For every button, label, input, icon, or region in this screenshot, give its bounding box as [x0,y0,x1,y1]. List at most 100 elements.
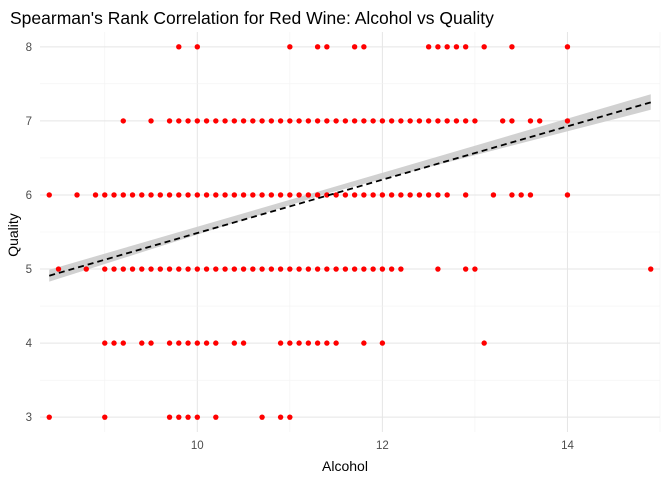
data-point [462,44,469,50]
data-point [444,44,450,50]
data-point [259,266,265,272]
data-point [157,192,163,198]
data-point [176,414,182,420]
data-point [379,340,386,346]
y-axis-label: Quality [5,213,21,257]
tick-labels: 10 12 14 3 4 5 6 7 8 [26,42,575,452]
data-point [324,340,330,346]
confidence-band [49,94,651,282]
data-point [351,118,358,124]
data-point [240,266,247,272]
data-point [398,266,404,272]
data-point [166,414,173,420]
data-point [277,266,284,272]
y-tick-label: 5 [26,264,32,276]
data-point [305,266,312,272]
data-point [314,266,321,272]
data-point [435,118,441,124]
points-layer [46,44,654,420]
data-point [287,118,293,124]
data-point [287,44,293,50]
data-point [194,192,201,198]
data-point [277,192,284,198]
data-point [370,266,376,272]
data-point [222,118,228,124]
data-point [102,414,108,420]
data-point [194,266,201,272]
data-point [361,44,367,50]
data-point [46,192,52,198]
data-point [472,266,478,272]
data-point [481,340,487,346]
data-point [176,192,182,198]
trend-layer [49,101,651,277]
data-point [120,192,126,198]
data-point [342,266,349,272]
data-point [388,266,395,272]
data-point [194,118,201,124]
data-point [379,266,386,272]
data-point [453,118,460,124]
data-point [139,266,145,272]
data-point [203,266,210,272]
data-point [148,266,154,272]
data-point [240,192,247,198]
data-point [287,266,293,272]
data-point [148,118,154,124]
data-point [472,118,478,124]
y-tick-label: 3 [26,412,32,424]
data-point [102,266,108,272]
data-point [194,414,201,420]
data-point [194,44,201,50]
data-point [564,44,571,50]
data-point [462,266,469,272]
data-point [296,118,302,124]
data-point [296,192,302,198]
data-point [398,118,404,124]
data-point [203,192,210,198]
data-point [194,340,201,346]
data-point [185,414,191,420]
data-point [499,118,506,124]
data-point [462,192,469,198]
data-point [259,118,265,124]
data-point [287,340,293,346]
data-point [324,266,330,272]
data-point [333,192,339,198]
data-point [453,44,460,50]
y-tick-label: 6 [26,190,32,202]
data-point [296,266,302,272]
data-point [166,118,173,124]
data-point [361,192,367,198]
data-point [120,266,126,272]
data-point [268,118,275,124]
data-point [240,118,247,124]
data-point [250,118,256,124]
data-point [111,340,117,346]
data-point [92,192,99,198]
data-point [398,192,404,198]
data-point [111,192,117,198]
data-point [333,118,339,124]
data-point [648,266,654,272]
data-point [342,192,349,198]
data-point [407,118,413,124]
data-point [250,192,256,198]
grid [40,32,661,432]
data-point [185,266,191,272]
data-point [361,340,367,346]
data-point [444,118,450,124]
data-point [342,118,349,124]
data-point [176,118,182,124]
data-point [148,340,154,346]
data-point [268,266,275,272]
data-point [129,266,136,272]
data-point [564,118,571,124]
data-point [240,340,247,346]
data-point [185,192,191,198]
data-point [351,266,358,272]
data-point [176,44,182,50]
data-point [425,118,432,124]
y-tick-label: 7 [26,116,32,128]
